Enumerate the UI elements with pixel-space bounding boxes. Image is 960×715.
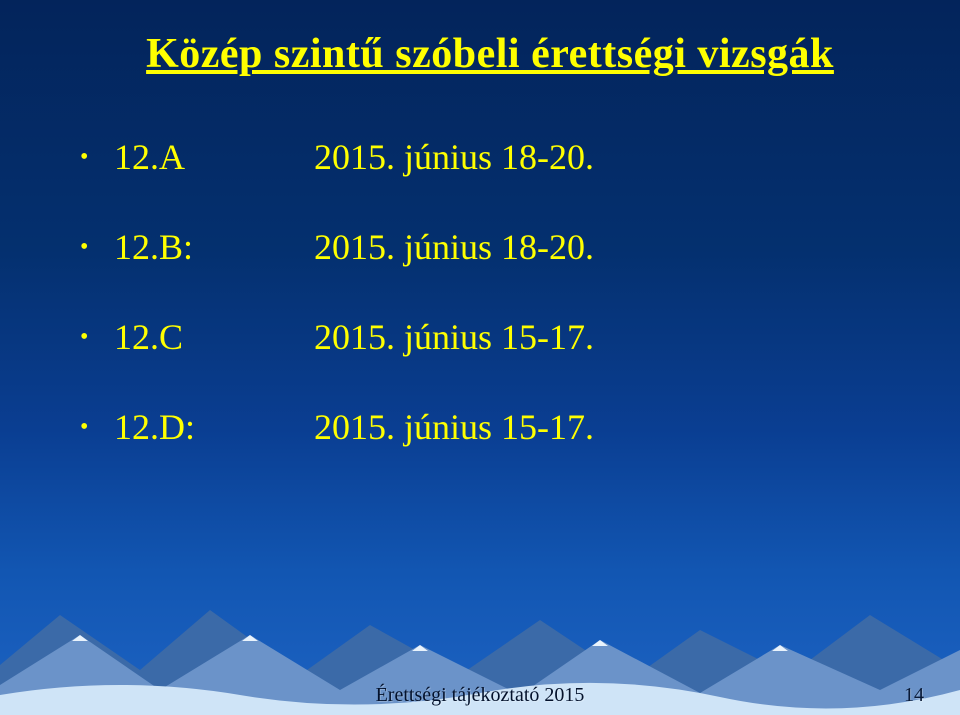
- slide: Közép szintű szóbeli érettségi vizsgák 1…: [0, 0, 960, 715]
- date-value: 2015. június 15-17.: [314, 316, 594, 358]
- date-value: 2015. június 15-17.: [314, 406, 594, 448]
- date-value: 2015. június 18-20.: [314, 136, 594, 178]
- class-label: 12.A: [114, 136, 314, 178]
- schedule-list: 12.A 2015. június 18-20. 12.B: 2015. jún…: [80, 136, 900, 448]
- date-value: 2015. június 18-20.: [314, 226, 594, 268]
- class-label: 12.C: [114, 316, 314, 358]
- slide-footer: Érettségi tájékoztató 2015: [0, 684, 960, 707]
- list-item: 12.C 2015. június 15-17.: [80, 316, 900, 358]
- footer-text: Érettségi tájékoztató 2015: [376, 684, 585, 706]
- page-number: 14: [904, 684, 924, 707]
- class-label: 12.D:: [114, 406, 314, 448]
- list-item: 12.D: 2015. június 15-17.: [80, 406, 900, 448]
- list-item: 12.A 2015. június 18-20.: [80, 136, 900, 178]
- class-label: 12.B:: [114, 226, 314, 268]
- slide-content: Közép szintű szóbeli érettségi vizsgák 1…: [0, 0, 960, 448]
- slide-title: Közép szintű szóbeli érettségi vizsgák: [80, 30, 900, 78]
- list-item: 12.B: 2015. június 18-20.: [80, 226, 900, 268]
